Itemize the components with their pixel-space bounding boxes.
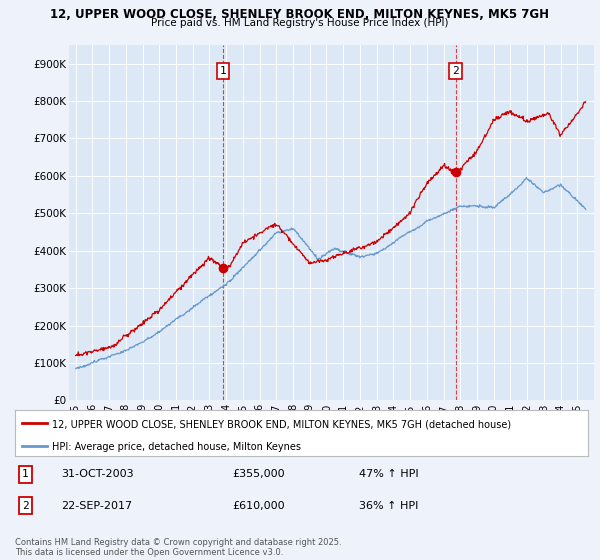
Text: 1: 1 [220, 66, 227, 76]
Text: 47% ↑ HPI: 47% ↑ HPI [359, 469, 418, 479]
Text: 2: 2 [452, 66, 459, 76]
Text: £610,000: £610,000 [233, 501, 286, 511]
Text: Contains HM Land Registry data © Crown copyright and database right 2025.
This d: Contains HM Land Registry data © Crown c… [15, 538, 341, 557]
Text: 12, UPPER WOOD CLOSE, SHENLEY BROOK END, MILTON KEYNES, MK5 7GH: 12, UPPER WOOD CLOSE, SHENLEY BROOK END,… [50, 8, 550, 21]
Text: 36% ↑ HPI: 36% ↑ HPI [359, 501, 418, 511]
Text: 2: 2 [22, 501, 29, 511]
Text: Price paid vs. HM Land Registry's House Price Index (HPI): Price paid vs. HM Land Registry's House … [151, 18, 449, 29]
Text: 31-OCT-2003: 31-OCT-2003 [61, 469, 133, 479]
Text: HPI: Average price, detached house, Milton Keynes: HPI: Average price, detached house, Milt… [52, 442, 301, 452]
Text: £355,000: £355,000 [233, 469, 286, 479]
Text: 12, UPPER WOOD CLOSE, SHENLEY BROOK END, MILTON KEYNES, MK5 7GH (detached house): 12, UPPER WOOD CLOSE, SHENLEY BROOK END,… [52, 419, 511, 430]
Text: 1: 1 [22, 469, 29, 479]
Text: 22-SEP-2017: 22-SEP-2017 [61, 501, 132, 511]
